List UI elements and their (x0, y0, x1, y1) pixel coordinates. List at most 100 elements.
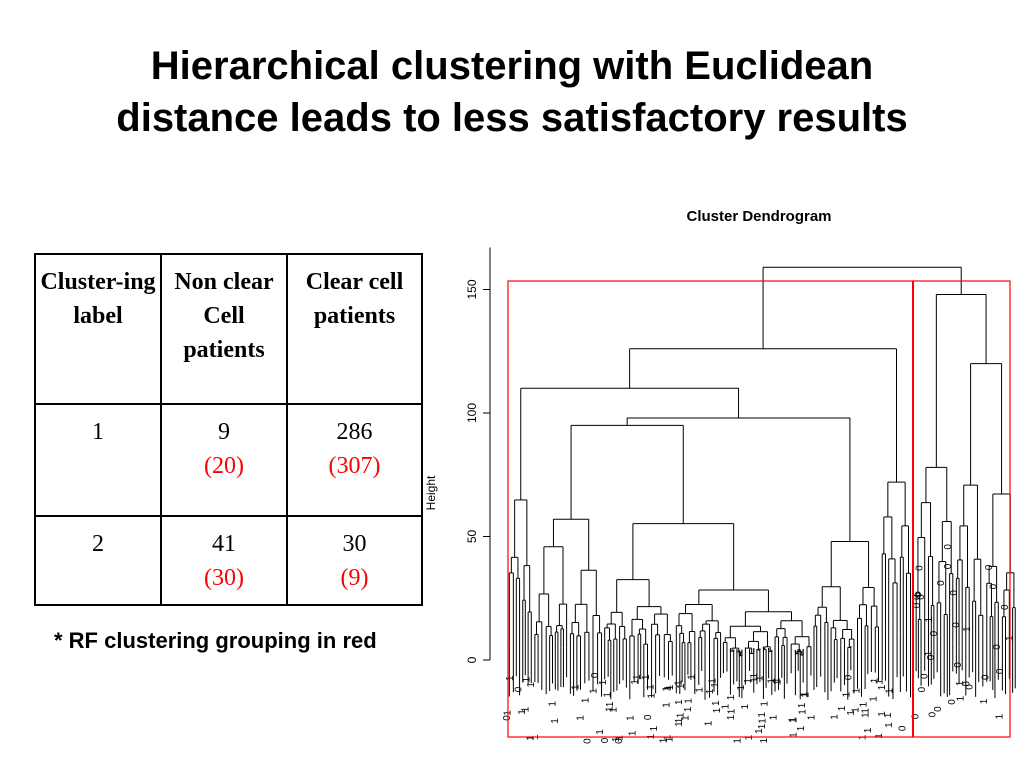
leaf-label: 1 (609, 707, 620, 713)
leaf-label: 1 (521, 706, 532, 712)
leaf-label: 1 (789, 717, 800, 723)
leaf-label: 0 (590, 672, 601, 678)
table-header-row: Cluster-ing label Non clear Cell patient… (34, 253, 423, 405)
non-clear-cell: 41 (30) (160, 515, 288, 606)
leaf-label: 0 (947, 699, 958, 705)
clear-value: 286 (336, 419, 373, 445)
leaf-label: 0 (915, 565, 926, 571)
leaf-label: 1 (662, 686, 673, 692)
leaf-label: 1 (759, 701, 770, 707)
leaf-label: 0 (988, 583, 999, 589)
leaf-label: 1 (956, 695, 967, 701)
y-axis-label: Height (425, 475, 438, 510)
non-clear-rf-value: (20) (204, 453, 244, 479)
leaf-label: 0 (964, 684, 975, 690)
leaf-label: 0 (912, 594, 923, 600)
leaf-label: 0 (914, 592, 925, 598)
dendrogram-tree (508, 266, 1016, 700)
leaf-label: 0 (933, 706, 944, 712)
leaf-label: 1 (759, 738, 770, 744)
clear-rf-value: (307) (328, 453, 381, 479)
cluster-1-box (507, 280, 914, 738)
leaf-label: 1 (726, 714, 737, 720)
non-clear-value: 41 (212, 531, 236, 557)
row-label: 2 (34, 515, 162, 606)
leaf-label: 1 (979, 698, 990, 704)
table-row: 2 41 (30) 30 (9) (34, 515, 423, 606)
leaf-label: 1 (705, 688, 716, 694)
leaf-label: 1 (877, 711, 888, 717)
leaf-label: 1 (674, 717, 685, 723)
leaf-label: 1 (962, 626, 973, 632)
leaf-label: 1 (757, 718, 768, 724)
leaf-label: 1 (733, 738, 744, 744)
leaf-label: 1 (885, 688, 896, 694)
leaf-label: 0 (513, 686, 524, 692)
leaf-label: 1 (522, 677, 533, 683)
leaf-label: 1 (663, 685, 674, 691)
leaf-label: 0 (926, 654, 937, 660)
leaf-label: 1 (736, 685, 747, 691)
leaf-label: 1 (676, 712, 687, 718)
leaf-label: 1 (874, 733, 885, 739)
leaf-label: 0 (936, 580, 947, 586)
leaf-label: 0 (981, 674, 992, 680)
leaf-label: 0 (844, 674, 855, 680)
leaf-label: 1 (632, 674, 643, 680)
leaf-label: 1 (727, 708, 738, 714)
leaf-label: 1 (711, 700, 722, 706)
leaf-label: 1 (674, 721, 685, 727)
leaf-label: 1 (757, 712, 768, 718)
leaf-label: 1 (674, 680, 685, 686)
leaf-label: 1 (884, 722, 895, 728)
slide-title: Hierarchical clustering with Euclidean d… (0, 40, 1024, 144)
leaf-label: 1 (846, 710, 857, 716)
leaf-label: 1 (641, 674, 652, 680)
leaf-label: 0 (919, 673, 930, 679)
leaf-label: 1 (602, 692, 613, 698)
leaf-label: 1 (829, 714, 840, 720)
leaf-label: 1 (526, 682, 537, 688)
leaf-label: 1 (806, 714, 817, 720)
leaf-label: 0 (1000, 604, 1011, 610)
leaf-label: 0 (916, 594, 927, 600)
chart-title: Cluster Dendrogram (686, 208, 831, 225)
leaf-label: 1 (860, 712, 871, 718)
leaf-label: 1 (526, 735, 537, 741)
leaf-label: 1 (860, 708, 871, 714)
slide-title-line1: Hierarchical clustering with Euclidean (150, 44, 874, 88)
leaf-label: 1 (645, 684, 656, 690)
leaf-label: 1 (869, 677, 880, 683)
leaf-label: 1 (740, 704, 751, 710)
clear-rf-value: (9) (340, 565, 369, 591)
leaf-label: 1 (676, 683, 687, 689)
leaf-label: 1 (665, 684, 676, 690)
leaf-label: 1 (743, 678, 754, 684)
leaf-label: 1 (796, 725, 807, 731)
leaf-label: 1 (955, 680, 966, 686)
leaf-label: 1 (799, 691, 810, 697)
y-tick-label: 0 (465, 656, 479, 663)
leaf-label: 1 (797, 702, 808, 708)
leaf-label: 0 (992, 644, 1003, 650)
leaf-label: 0 (962, 681, 973, 687)
non-clear-value: 9 (218, 419, 230, 445)
leaf-label: 0 (984, 564, 995, 570)
leaf-label: 0 (912, 602, 923, 608)
leaf-label: 1 (851, 707, 862, 713)
leaf-label: 1 (772, 677, 783, 683)
leaf-label: 0 (911, 713, 922, 719)
y-tick-label: 150 (465, 279, 479, 299)
leaf-label: 1 (570, 684, 581, 690)
leaf-label: 1 (674, 699, 685, 705)
leaf-label: 1 (665, 736, 676, 742)
leaf-label: 0 (897, 725, 908, 731)
leaf-label: 1 (707, 678, 718, 684)
leaf-label: 0 (943, 563, 954, 569)
leaf-label: 0 (643, 714, 654, 720)
leaf-label: 1 (787, 717, 798, 723)
leaf-label: 1 (877, 684, 888, 690)
leaf-label: 1 (798, 709, 809, 715)
leaf-label: 1 (726, 694, 737, 700)
